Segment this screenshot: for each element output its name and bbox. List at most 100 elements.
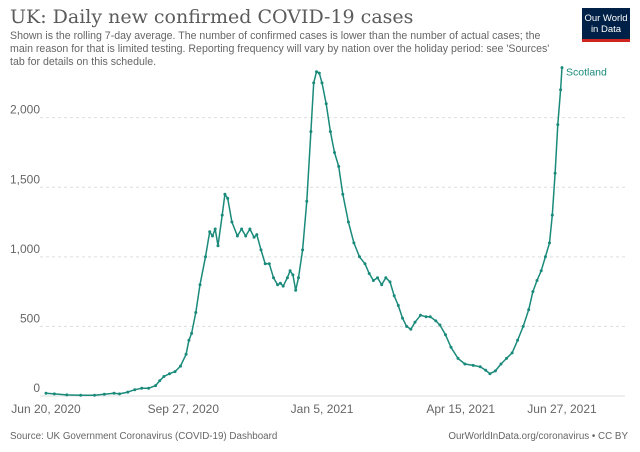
data-point xyxy=(488,372,492,376)
data-point xyxy=(204,255,207,259)
data-point xyxy=(255,233,259,237)
data-point xyxy=(305,199,309,203)
data-point xyxy=(140,386,144,390)
data-point xyxy=(463,362,467,366)
data-point xyxy=(388,280,392,284)
logo-line-1: Our World xyxy=(584,13,628,24)
logo-line-2: in Data xyxy=(590,24,622,35)
data-point xyxy=(168,372,171,376)
data-point xyxy=(259,248,263,252)
data-point xyxy=(230,220,234,224)
data-point xyxy=(248,227,252,231)
data-point xyxy=(367,272,371,275)
data-point xyxy=(401,316,404,320)
data-point xyxy=(419,313,422,317)
data-point xyxy=(52,392,56,396)
data-point xyxy=(312,81,316,85)
x-tick-label: Jan 5, 2021 xyxy=(291,402,354,416)
data-point xyxy=(380,283,384,287)
data-point xyxy=(434,319,438,323)
data-point xyxy=(341,192,345,196)
data-point xyxy=(449,345,453,349)
chart-title: UK: Daily new confirmed COVID-19 cases xyxy=(10,6,414,28)
data-point xyxy=(187,338,191,342)
data-point xyxy=(235,234,239,238)
data-point xyxy=(309,130,313,134)
data-point xyxy=(493,369,497,373)
series-line-scotland[interactable] xyxy=(45,67,563,397)
data-point xyxy=(211,234,214,238)
data-point xyxy=(244,234,248,238)
data-point xyxy=(413,320,417,324)
data-point xyxy=(409,327,413,331)
x-tick-label: Apr 15, 2021 xyxy=(426,402,495,416)
data-point xyxy=(484,368,488,372)
data-point xyxy=(543,255,547,259)
data-point xyxy=(79,393,83,397)
y-tick-label: 2,000 xyxy=(10,103,40,117)
data-point xyxy=(93,393,96,397)
data-point xyxy=(118,392,121,396)
gridlines xyxy=(40,117,625,397)
data-point xyxy=(317,71,321,75)
data-point xyxy=(184,352,188,356)
data-point xyxy=(252,235,256,239)
series-layer: Scotland xyxy=(44,66,607,397)
data-point xyxy=(560,66,564,70)
data-point xyxy=(263,262,267,266)
data-point xyxy=(301,248,305,252)
data-point xyxy=(294,288,298,292)
data-point xyxy=(428,315,432,319)
data-point xyxy=(213,227,217,231)
data-point xyxy=(278,281,282,285)
data-point xyxy=(133,388,137,392)
data-point xyxy=(456,356,460,360)
data-point xyxy=(371,279,375,282)
x-tick-label: Sep 27, 2020 xyxy=(148,402,220,416)
data-point xyxy=(471,363,475,367)
credit-note[interactable]: OurWorldInData.org/coronavirus • CC BY xyxy=(448,431,628,442)
data-point xyxy=(531,290,535,294)
data-point xyxy=(190,331,194,335)
chart-subtitle: Shown is the rolling 7-day average. The … xyxy=(10,30,550,68)
data-point xyxy=(194,311,198,314)
data-point xyxy=(548,241,551,245)
data-point xyxy=(384,276,388,280)
data-point xyxy=(478,365,482,369)
data-point xyxy=(320,81,324,85)
data-point xyxy=(179,364,182,368)
data-point xyxy=(102,392,106,396)
x-axis-labels: Jun 20, 2020 Sep 27, 2020 Jan 5, 2021 Apr 1… xyxy=(11,402,597,416)
data-point xyxy=(392,294,396,298)
y-tick-label: 1,500 xyxy=(10,172,40,186)
y-tick-label: 1,000 xyxy=(10,242,40,256)
data-point xyxy=(291,273,295,277)
data-point xyxy=(285,276,289,280)
data-point xyxy=(297,276,300,280)
data-point xyxy=(505,356,508,360)
data-point xyxy=(328,130,332,134)
data-point xyxy=(444,333,447,337)
data-point xyxy=(424,315,428,319)
data-point xyxy=(396,304,400,307)
data-point xyxy=(112,391,116,395)
data-point xyxy=(158,379,162,383)
data-point xyxy=(281,284,285,288)
data-point xyxy=(352,241,356,245)
data-point xyxy=(521,324,525,328)
data-point xyxy=(154,384,158,388)
data-point xyxy=(147,386,151,390)
data-point xyxy=(126,390,130,394)
data-point xyxy=(539,269,543,273)
source-note[interactable]: Source: UK Government Coronavirus (COVID… xyxy=(10,431,278,442)
data-point xyxy=(44,391,48,395)
data-point xyxy=(516,338,520,342)
owid-logo[interactable]: Our World in Data xyxy=(582,8,630,42)
data-point xyxy=(363,262,367,266)
x-tick-label: Jun 20, 2020 xyxy=(11,402,81,416)
data-point xyxy=(358,255,361,259)
y-tick-label: 0 xyxy=(33,381,40,395)
y-axis-labels: 0 500 1,000 1,500 2,000 xyxy=(10,103,40,395)
data-point xyxy=(173,370,177,374)
